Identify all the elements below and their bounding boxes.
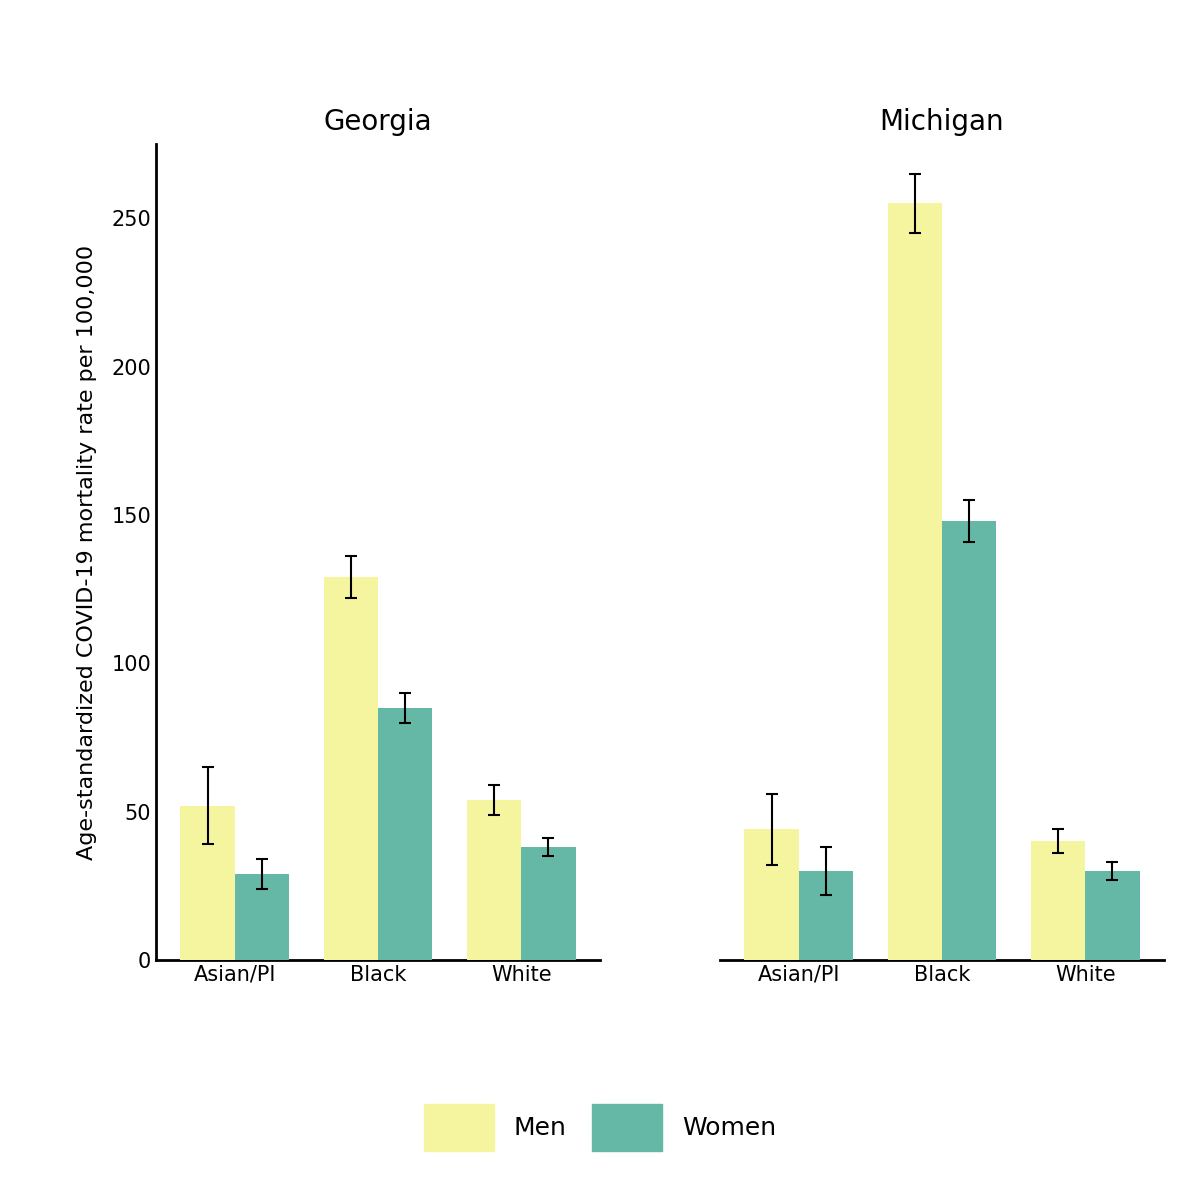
Bar — [521, 847, 576, 960]
Bar — [942, 521, 996, 960]
Bar — [744, 829, 799, 960]
Bar — [180, 805, 235, 960]
Title: Michigan: Michigan — [880, 108, 1004, 136]
Y-axis label: Age-standardized COVID-19 mortality rate per 100,000: Age-standardized COVID-19 mortality rate… — [78, 245, 97, 859]
Bar — [467, 799, 521, 960]
Legend: Men, Women: Men, Women — [412, 1092, 788, 1164]
Bar — [1031, 841, 1085, 960]
Bar — [1085, 871, 1140, 960]
Bar — [378, 708, 432, 960]
Bar — [888, 203, 942, 960]
Bar — [324, 577, 378, 960]
Title: Georgia: Georgia — [324, 108, 432, 136]
Bar — [235, 874, 289, 960]
Bar — [799, 871, 853, 960]
